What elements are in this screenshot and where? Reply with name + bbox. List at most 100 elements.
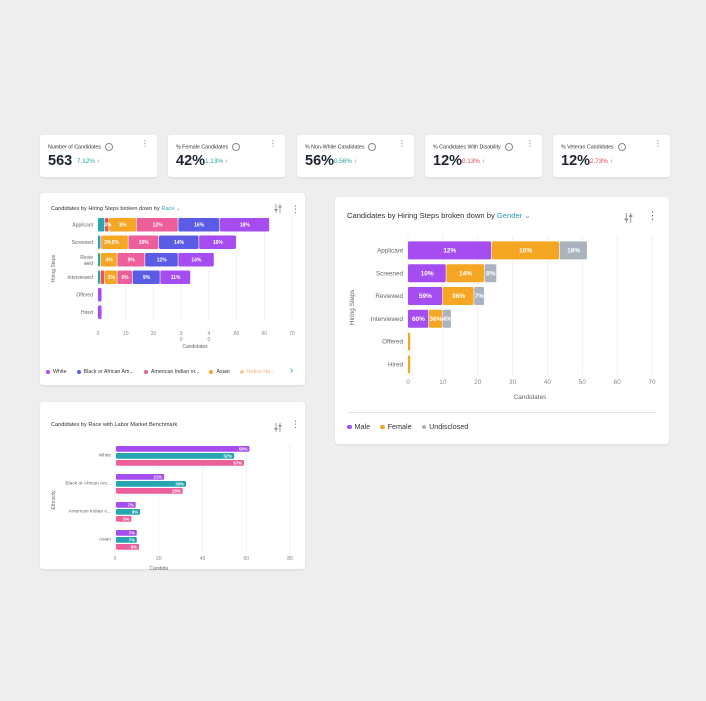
y-axis-label: Ethnicity	[51, 490, 57, 509]
legend-label: American Indian or...	[150, 369, 200, 375]
bar	[116, 446, 250, 452]
x-tick-label: 0	[180, 337, 183, 343]
category-label: Interviewed	[371, 316, 404, 323]
data-label: 4%	[104, 222, 112, 228]
legend-item[interactable]: Male	[347, 422, 370, 431]
info-icon[interactable]: i	[232, 143, 241, 151]
kpi-delta: 0.56% ↑	[334, 158, 357, 165]
bar	[116, 502, 136, 508]
x-tick-label: 80	[287, 556, 293, 562]
race-benchmark-card: Candidates by Race with Labor Market Ben…	[40, 402, 305, 572]
data-label: 11%	[171, 275, 181, 281]
legend-item[interactable]: Native Ha...	[239, 369, 275, 375]
category-label: White	[99, 453, 112, 459]
bar-segment	[98, 235, 101, 249]
x-tick-label: 70	[648, 379, 656, 386]
x-tick-label: 30	[509, 379, 517, 386]
arrow-down-icon: ↑	[609, 158, 613, 165]
kpi-card: % Veteran Candidates i 12% 2.73% ↑ ⋮	[553, 135, 670, 177]
data-label: 6%	[121, 275, 129, 281]
kpi-menu-icon[interactable]: ⋮	[654, 139, 662, 148]
bar	[116, 516, 132, 522]
bar-segment	[136, 218, 178, 232]
data-label: 12%	[157, 257, 168, 263]
kpi-menu-icon[interactable]: ⋮	[526, 139, 534, 148]
x-tick-label: 0	[114, 556, 117, 562]
data-label: 4%	[443, 316, 453, 323]
info-icon[interactable]: i	[504, 143, 513, 151]
x-tick-label: 40	[544, 379, 552, 386]
data-label: 57%	[233, 460, 242, 465]
filter-icon[interactable]	[274, 204, 282, 215]
legend-label: Undisclosed	[429, 422, 469, 431]
legend-item[interactable]: Asian	[209, 369, 230, 375]
x-tick-label: 10	[439, 379, 447, 386]
x-axis-label: Candidates	[514, 394, 548, 401]
data-label: 8%	[132, 509, 138, 514]
gender-hiring-steps-card: Candidates by Hiring Steps broken down b…	[335, 197, 669, 444]
bar-segment	[128, 235, 159, 249]
bar-segment	[102, 235, 128, 249]
data-label: 16%	[519, 248, 532, 255]
kpi-value: 12%	[561, 153, 591, 169]
legend-item[interactable]: Black or African Am...	[76, 369, 134, 375]
bar	[116, 488, 183, 494]
bar-segment	[428, 309, 443, 328]
filter-icon[interactable]	[274, 419, 282, 437]
kpi-delta: 7.12% ↑	[77, 158, 100, 165]
data-label: 10%	[139, 240, 150, 246]
info-icon[interactable]: i	[617, 143, 626, 151]
info-icon[interactable]: i	[105, 143, 113, 151]
race-benchmark-dropdown[interactable]: Race with Labor Market Benchmark	[88, 422, 178, 428]
kpi-menu-icon[interactable]: ⋮	[269, 139, 277, 148]
category-label: Offered	[382, 339, 403, 346]
info-icon[interactable]: i	[368, 143, 377, 151]
filter-icon[interactable]	[624, 210, 633, 228]
data-label: 60%	[412, 316, 425, 323]
bar	[116, 530, 137, 536]
x-tick-label: 60	[262, 331, 268, 337]
bar	[116, 509, 141, 515]
data-label: 12%	[153, 222, 164, 228]
legend-dot-icon	[347, 424, 352, 430]
data-label: 58%	[239, 446, 248, 451]
x-tick-label: 10	[123, 331, 129, 337]
legend-item[interactable]: Undisclosed	[421, 422, 469, 431]
x-tick-label: 20	[474, 379, 482, 386]
bar-segment	[408, 241, 492, 260]
data-label: 8%	[119, 222, 127, 228]
kpi-menu-icon[interactable]: ⋮	[398, 139, 406, 148]
x-tick-label: 20	[156, 556, 162, 562]
bar-segment	[98, 305, 102, 319]
bar-segment	[559, 241, 587, 260]
gender-chart-svg: 0 10 20 30 40 50 60 70 Candidates Hiring Steps App…	[349, 235, 656, 401]
legend-divider	[347, 412, 657, 413]
chart-menu-icon[interactable]: ⋮	[291, 204, 300, 214]
arrow-up-icon: ↑	[96, 158, 100, 165]
category-label: Asian	[99, 537, 111, 543]
x-tick-label: 70	[289, 331, 295, 337]
legend-next-button[interactable]: ›	[290, 365, 294, 376]
race-dropdown[interactable]: Race ⌄	[161, 206, 181, 212]
legend-item[interactable]: American Indian or...	[143, 369, 200, 375]
x-tick-label: 0	[97, 331, 100, 337]
legend-label: Native Ha...	[246, 369, 275, 375]
data-label: 9%	[128, 257, 136, 263]
data-label: 3%	[108, 275, 116, 281]
legend-item[interactable]: Female	[380, 422, 412, 431]
legend-item[interactable]: White	[46, 369, 67, 375]
chart-menu-icon[interactable]: ⋮	[647, 210, 658, 222]
data-label: 5%	[112, 240, 120, 246]
bar	[116, 481, 186, 487]
chart-title: Candidates by Hiring Steps broken down b…	[51, 206, 181, 212]
x-axis-label: Candidates	[182, 344, 208, 350]
gender-dropdown[interactable]: Gender ⌄	[496, 211, 531, 220]
race-hiring-steps-card: Candidates by Hiring Steps broken down b…	[40, 193, 305, 385]
chart-menu-icon[interactable]: ⋮	[291, 419, 300, 429]
kpi-menu-icon[interactable]: ⋮	[141, 139, 149, 148]
bar	[116, 537, 137, 543]
data-label: 16%	[194, 222, 205, 228]
kpi-value: 42%	[176, 153, 206, 169]
data-label: 36%	[452, 293, 465, 300]
